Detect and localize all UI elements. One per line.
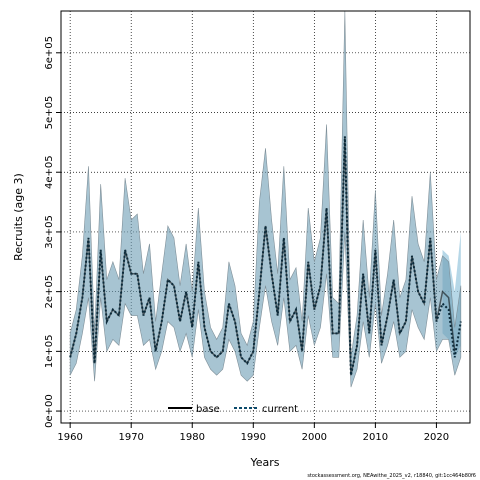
x-tick-label: 1980 xyxy=(180,432,205,443)
x-tick-label: 1960 xyxy=(57,432,82,443)
legend-label-base: base xyxy=(196,404,220,415)
plot-frame xyxy=(60,10,471,424)
y-tick-label: 1e+05 xyxy=(44,335,55,369)
y-axis: 0e+00 1e+05 2e+05 3e+05 4e+05 5e+05 6e+05 xyxy=(44,36,61,428)
confidence-band-current xyxy=(69,10,462,388)
legend: base current xyxy=(168,404,298,415)
x-tick-label: 2010 xyxy=(363,432,388,443)
x-tick-label: 1990 xyxy=(241,432,266,443)
y-axis-title: Recruits (age 3) xyxy=(12,173,25,261)
legend-label-current: current xyxy=(262,404,298,415)
y-tick-label: 4e+05 xyxy=(44,155,55,189)
x-axis-title: Years xyxy=(249,456,279,469)
series-line-current xyxy=(69,136,462,376)
x-axis: 1960 1970 1980 1990 2000 2010 2020 xyxy=(57,423,449,443)
confidence-bands xyxy=(69,10,462,388)
y-tick-label: 6e+05 xyxy=(44,36,55,70)
y-tick-label: 2e+05 xyxy=(44,275,55,309)
source-caption: stockassessment.org, NEAwithe_2025_v2, r… xyxy=(307,473,476,479)
series-lines xyxy=(69,136,462,376)
x-tick-label: 2000 xyxy=(302,432,327,443)
x-tick-label: 2020 xyxy=(424,432,449,443)
y-tick-label: 5e+05 xyxy=(44,96,55,130)
y-tick-label: 0e+00 xyxy=(44,394,55,428)
y-tick-label: 3e+05 xyxy=(44,215,55,249)
x-tick-label: 1970 xyxy=(118,432,143,443)
